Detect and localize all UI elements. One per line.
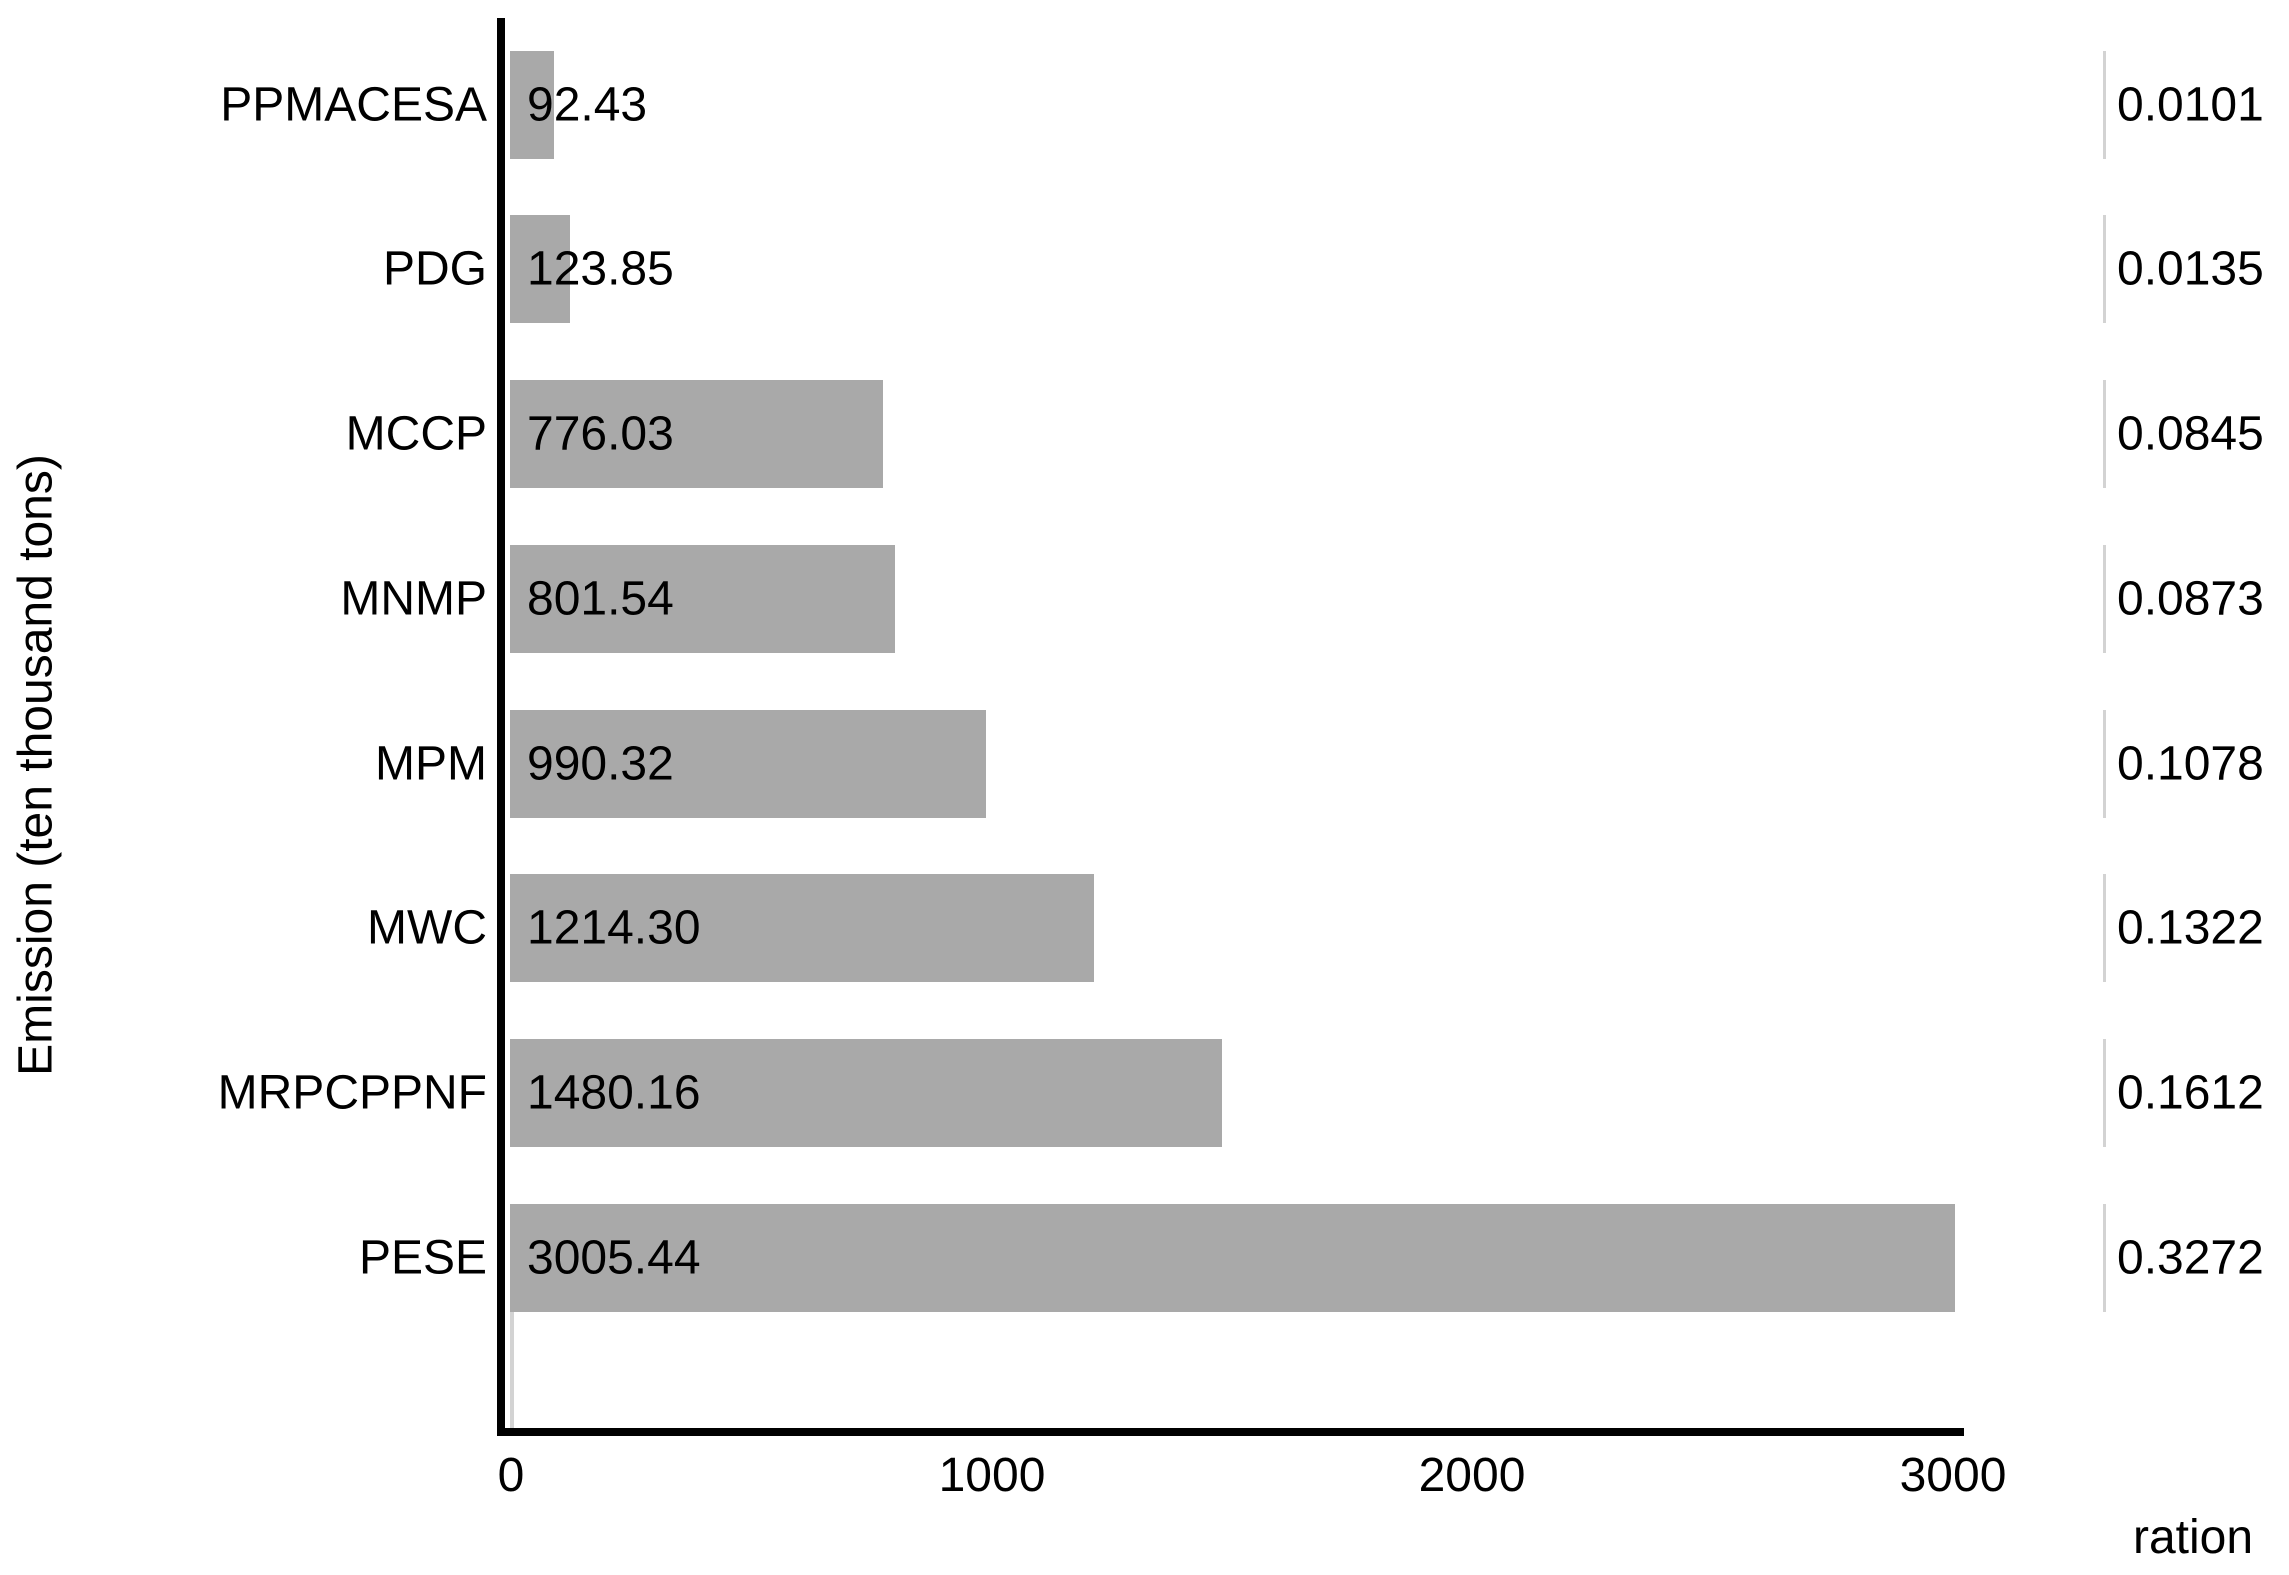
secondary-axis-title: ration xyxy=(2132,1511,2254,1564)
category-label-mnmp: MNMP xyxy=(340,572,487,626)
ration-tick-mnmp xyxy=(2103,545,2106,653)
x-axis-line xyxy=(497,1428,1964,1436)
ration-value-ppmacesa: 0.0101 xyxy=(2117,78,2264,132)
value-label-mpm: 990.32 xyxy=(527,737,674,791)
category-label-ppmacesa: PPMACESA xyxy=(220,78,487,132)
ration-value-pese: 0.3272 xyxy=(2117,1231,2264,1285)
x-tick-label-1000: 1000 xyxy=(938,1449,1046,1502)
bar-mwc xyxy=(510,874,1094,982)
bar-mccp xyxy=(510,380,883,488)
ration-value-mrpcppnf: 0.1612 xyxy=(2117,1066,2264,1120)
ration-tick-mrpcppnf xyxy=(2103,1039,2106,1147)
ration-value-mpm: 0.1078 xyxy=(2117,737,2264,791)
ration-tick-mpm xyxy=(2103,710,2106,818)
bar-mnmp xyxy=(510,545,895,653)
bar-mpm xyxy=(510,710,986,818)
bar-pese xyxy=(510,1204,1955,1312)
ration-value-pdg: 0.0135 xyxy=(2117,242,2264,296)
ration-tick-mccp xyxy=(2103,380,2106,488)
category-label-mccp: MCCP xyxy=(345,407,487,461)
bar-pdg xyxy=(510,215,570,323)
ration-value-mwc: 0.1322 xyxy=(2117,901,2264,955)
ration-tick-mwc xyxy=(2103,874,2106,982)
value-label-mwc: 1214.30 xyxy=(527,901,701,955)
x-tick-label-0: 0 xyxy=(497,1449,525,1502)
value-label-mnmp: 801.54 xyxy=(527,572,674,626)
category-label-mrpcppnf: MRPCPPNF xyxy=(217,1066,487,1120)
value-label-mrpcppnf: 1480.16 xyxy=(527,1066,701,1120)
category-label-mpm: MPM xyxy=(375,737,487,791)
value-label-pese: 3005.44 xyxy=(527,1231,701,1285)
value-label-pdg: 123.85 xyxy=(527,242,674,296)
category-label-pese: PESE xyxy=(358,1231,487,1285)
value-label-ppmacesa: 92.43 xyxy=(527,78,648,132)
category-label-pdg: PDG xyxy=(382,242,487,296)
bar-mrpcppnf xyxy=(510,1039,1222,1147)
category-label-mwc: MWC xyxy=(367,901,487,955)
ration-tick-pdg xyxy=(2103,215,2106,323)
ration-tick-ppmacesa xyxy=(2103,51,2106,159)
ration-value-mnmp: 0.0873 xyxy=(2117,572,2264,626)
zero-baseline-stub xyxy=(510,1312,514,1428)
bar-ppmacesa xyxy=(510,51,554,159)
x-tick-label-3000: 3000 xyxy=(1899,1449,2007,1502)
ration-tick-pese xyxy=(2103,1204,2106,1312)
x-tick-label-2000: 2000 xyxy=(1418,1449,1526,1502)
y-axis-line xyxy=(497,18,505,1436)
value-label-mccp: 776.03 xyxy=(527,407,674,461)
ration-value-mccp: 0.0845 xyxy=(2117,407,2264,461)
